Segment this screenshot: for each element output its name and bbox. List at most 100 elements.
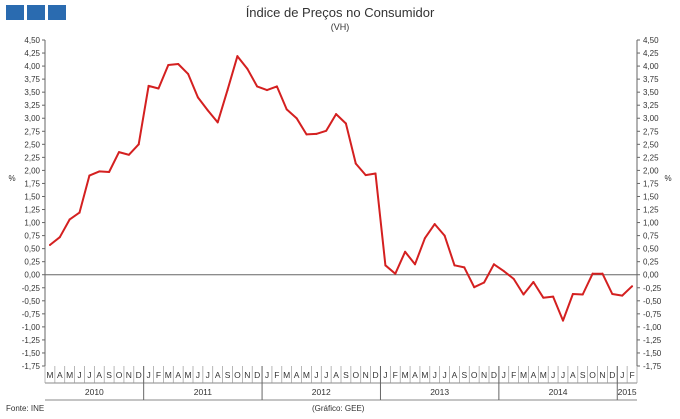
y-tick-label-left: 1,75 xyxy=(24,179,40,188)
data-point xyxy=(78,211,81,214)
data-point xyxy=(118,151,120,154)
month-label: D xyxy=(609,370,615,380)
month-label: O xyxy=(589,370,596,380)
data-point xyxy=(98,170,101,173)
data-point xyxy=(206,109,209,112)
data-point xyxy=(502,270,505,273)
month-label: F xyxy=(629,370,634,380)
y-tick-label-left: 3,50 xyxy=(24,88,40,97)
month-label: O xyxy=(471,370,478,380)
data-point xyxy=(88,174,91,177)
year-label: 2014 xyxy=(549,387,568,397)
month-label: M xyxy=(540,370,547,380)
month-label: A xyxy=(452,370,458,380)
month-label: N xyxy=(599,370,605,380)
month-label: A xyxy=(294,370,300,380)
y-tick-label-left: 2,75 xyxy=(24,127,40,136)
month-label: A xyxy=(215,370,221,380)
y-tick-label-right: 0,25 xyxy=(643,258,659,267)
month-label: M xyxy=(283,370,290,380)
month-label: M xyxy=(66,370,73,380)
chart-subtitle: (VH) xyxy=(330,22,350,32)
month-label: A xyxy=(412,370,418,380)
month-label: A xyxy=(570,370,576,380)
y-tick-label-left: 2,00 xyxy=(24,166,40,175)
year-label: 2011 xyxy=(194,387,213,397)
y-tick-label-left: -0,25 xyxy=(22,284,41,293)
data-point xyxy=(404,250,407,253)
data-point xyxy=(384,264,387,267)
month-label: M xyxy=(185,370,192,380)
month-label: A xyxy=(96,370,102,380)
y-tick-label-left: -1,00 xyxy=(22,323,41,332)
data-point xyxy=(374,172,377,175)
y-tick-label-right: -0,25 xyxy=(643,284,662,293)
data-point xyxy=(187,72,190,75)
month-label: N xyxy=(244,370,250,380)
y-axis-label-right: % xyxy=(664,174,671,183)
source-note: Fonte: INE xyxy=(6,404,45,413)
y-tick-label-right: -0,50 xyxy=(643,297,662,306)
data-point xyxy=(246,67,249,70)
data-point xyxy=(473,286,476,289)
data-point xyxy=(315,132,318,135)
logo-block xyxy=(48,5,66,20)
data-point xyxy=(147,84,150,87)
y-tick-label-right: 4,25 xyxy=(643,49,659,58)
y-tick-label-left: 0,00 xyxy=(24,271,40,280)
year-label: 2015 xyxy=(618,387,637,397)
y-tick-label-right: 1,25 xyxy=(643,206,659,215)
month-label: D xyxy=(491,370,497,380)
data-point xyxy=(453,264,456,267)
y-tick-label-right: 2,25 xyxy=(643,153,659,162)
y-tick-label-left: -1,25 xyxy=(22,336,41,345)
month-label: J xyxy=(87,370,91,380)
logo-block xyxy=(27,5,45,20)
month-label: S xyxy=(461,370,467,380)
month-label: S xyxy=(225,370,231,380)
month-label: J xyxy=(620,370,624,380)
month-label: M xyxy=(165,370,172,380)
y-tick-label-right: 0,50 xyxy=(643,245,659,254)
month-label: J xyxy=(433,370,437,380)
month-label: M xyxy=(303,370,310,380)
data-point xyxy=(394,272,397,275)
data-point xyxy=(256,85,259,88)
data-point xyxy=(157,87,160,90)
data-point xyxy=(226,89,229,92)
data-point xyxy=(522,293,525,296)
y-tick-label-left: 0,50 xyxy=(24,245,40,254)
y-tick-label-left: 0,25 xyxy=(24,258,40,267)
data-point xyxy=(48,243,51,246)
data-point xyxy=(591,272,594,275)
y-tick-label-left: 2,50 xyxy=(24,140,40,149)
month-label: S xyxy=(343,370,349,380)
y-tick-label-left: 2,25 xyxy=(24,153,40,162)
gee-logo-icon xyxy=(6,5,66,20)
year-label: 2013 xyxy=(430,387,449,397)
y-tick-label-left: 3,25 xyxy=(24,101,40,110)
month-label: M xyxy=(402,370,409,380)
data-point xyxy=(433,223,436,226)
data-point xyxy=(275,85,278,88)
month-label: J xyxy=(551,370,555,380)
data-point xyxy=(236,55,239,58)
month-label: F xyxy=(274,370,279,380)
data-point xyxy=(266,89,268,92)
month-label: M xyxy=(46,370,53,380)
y-tick-label-left: 1,50 xyxy=(24,192,40,201)
y-tick-label-right: 3,50 xyxy=(643,88,659,97)
month-label: D xyxy=(372,370,378,380)
y-tick-label-right: 1,50 xyxy=(643,192,659,201)
month-label: M xyxy=(520,370,527,380)
month-label: O xyxy=(116,370,123,380)
y-tick-label-right: 0,00 xyxy=(643,271,659,280)
month-label: F xyxy=(511,370,516,380)
y-tick-label-right: 2,75 xyxy=(643,127,659,136)
month-label: A xyxy=(333,370,339,380)
month-label: F xyxy=(393,370,398,380)
data-point xyxy=(58,236,61,239)
y-tick-label-left: 3,75 xyxy=(24,75,40,84)
data-point xyxy=(127,153,130,156)
data-point xyxy=(423,237,426,240)
